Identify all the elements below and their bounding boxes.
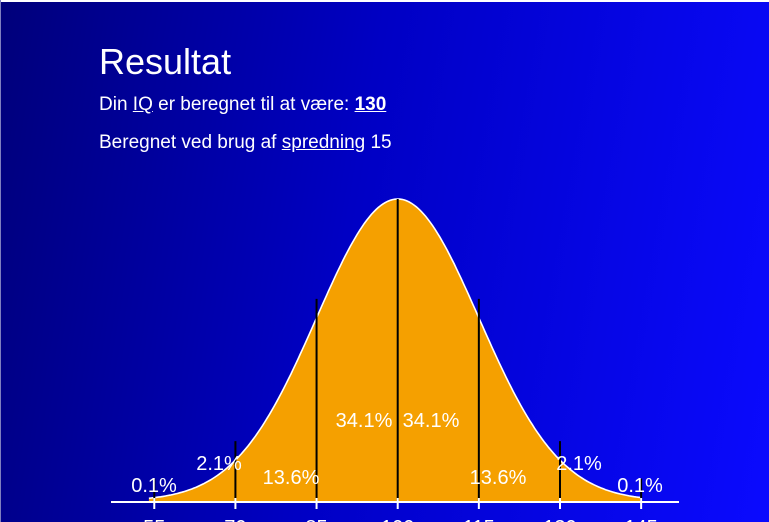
region-label-3: 13.6%	[263, 467, 320, 489]
sd-line: Beregnet ved brug af spredning 15	[99, 131, 392, 155]
region-label-8: 0.1%	[617, 475, 663, 497]
top-border	[0, 0, 769, 2]
iq-middle: er beregnet til at være:	[152, 94, 355, 115]
distribution-area	[148, 199, 642, 501]
x-tick-label-70: 70	[224, 517, 246, 522]
x-tick-label-100: 100	[381, 517, 414, 522]
iq-prefix: Din	[99, 94, 133, 115]
iq-score: 130	[354, 94, 387, 115]
region-label-6: 13.6%	[470, 467, 527, 489]
x-tick-label-85: 85	[305, 517, 327, 522]
sd-link[interactable]: spredning	[281, 132, 366, 153]
x-tick-label-130: 130	[543, 517, 576, 522]
region-label-4: 34.1%	[336, 410, 393, 432]
x-tick-label-145: 145	[624, 517, 657, 522]
region-label-7: 2.1%	[556, 453, 602, 475]
iq-link[interactable]: IQ	[132, 94, 153, 115]
sd-suffix: 15	[365, 132, 392, 153]
region-label-2: 2.1%	[196, 453, 242, 475]
x-tick-label-115: 115	[463, 517, 495, 522]
region-label-5: 34.1%	[403, 410, 460, 432]
result-panel: Resultat Din IQ er beregnet til at være:…	[99, 40, 392, 155]
page-title: Resultat	[99, 41, 232, 82]
iq-result-line: Din IQ er beregnet til at være: 130	[99, 93, 392, 117]
region-label-1: 0.1%	[131, 475, 177, 497]
left-border	[0, 0, 1, 522]
x-tick-label-55: 55	[143, 517, 165, 522]
sd-prefix: Beregnet ved brug af	[99, 132, 282, 153]
